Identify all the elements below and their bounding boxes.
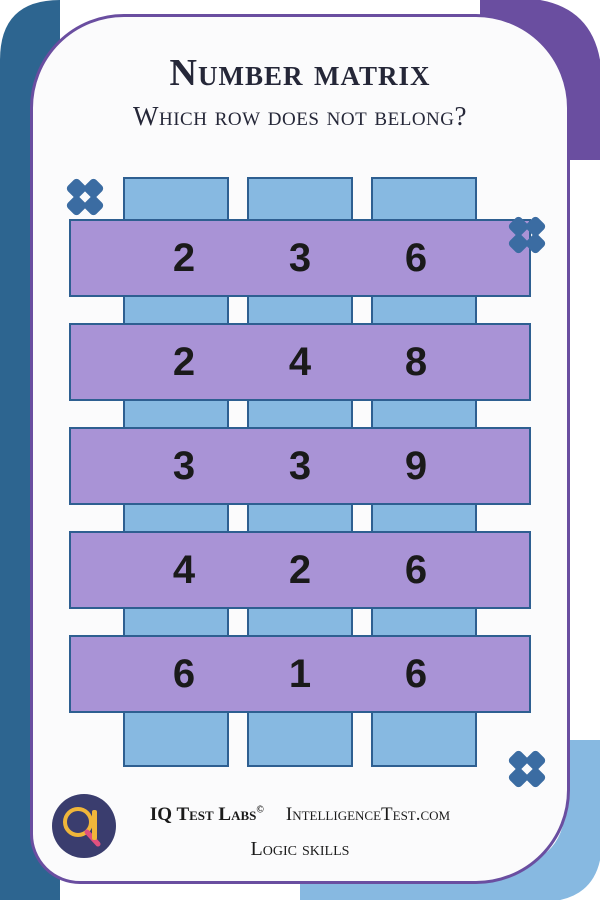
cross-icon (62, 174, 108, 220)
matrix-cell: 6 (401, 236, 431, 281)
matrix-cell: 4 (169, 548, 199, 593)
matrix-row: 2 3 6 (69, 219, 531, 297)
matrix-cell: 6 (401, 652, 431, 697)
matrix-row: 4 2 6 (69, 531, 531, 609)
matrix-cell: 2 (169, 340, 199, 385)
cross-icon (504, 746, 550, 792)
matrix-cell: 2 (285, 548, 315, 593)
card: Number matrix Which row does not belong?… (30, 14, 570, 884)
title-line-1: Number matrix (33, 51, 567, 95)
matrix-row: 6 1 6 (69, 635, 531, 713)
matrix-cell: 3 (285, 444, 315, 489)
matrix-cell: 6 (169, 652, 199, 697)
matrix-cell: 4 (285, 340, 315, 385)
site-name: IntelligenceTest.com (286, 804, 450, 826)
matrix-cell: 1 (285, 652, 315, 697)
matrix-rows: 2 3 6 2 4 8 3 3 9 4 2 6 6 1 6 (69, 219, 531, 713)
brand-logo-icon (52, 794, 116, 858)
matrix-cell: 9 (401, 444, 431, 489)
matrix-cell: 3 (169, 444, 199, 489)
brand-name: IQ Test Labs© (150, 804, 264, 826)
puzzle-stage: 2 3 6 2 4 8 3 3 9 4 2 6 6 1 6 (33, 177, 567, 767)
matrix-row: 2 4 8 (69, 323, 531, 401)
title-line-2: Which row does not belong? (33, 101, 567, 132)
cross-icon (504, 212, 550, 258)
matrix-cell: 6 (401, 548, 431, 593)
matrix-row: 3 3 9 (69, 427, 531, 505)
matrix-cell: 3 (285, 236, 315, 281)
matrix-cell: 2 (169, 236, 199, 281)
matrix-cell: 8 (401, 340, 431, 385)
